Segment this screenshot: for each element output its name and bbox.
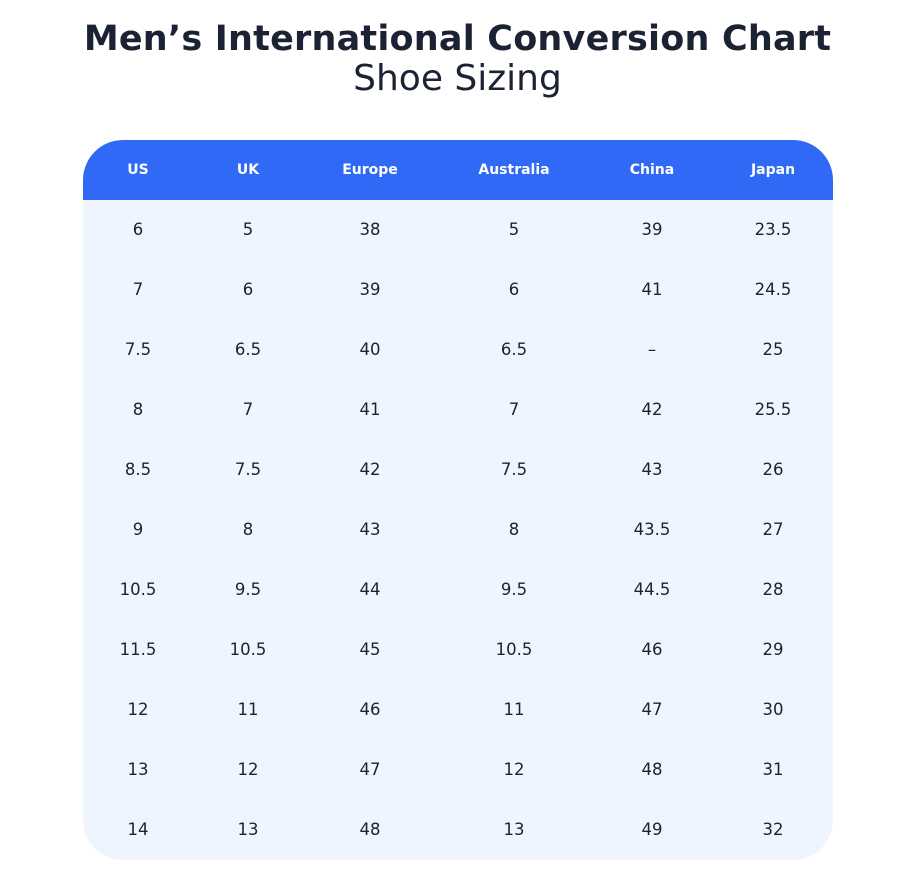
table-cell-australia: 9.5 (500, 580, 528, 599)
table-cell-japan: 27 (762, 520, 784, 539)
table-cell-japan: 26 (762, 460, 784, 479)
column-header-china: China (629, 162, 675, 178)
table-cell-us: 7.5 (124, 340, 152, 359)
table-cell-japan: 28 (762, 580, 784, 599)
column-header-uk: UK (236, 162, 260, 178)
table-cell-china: – (647, 340, 657, 359)
table-cell-europe: 38 (359, 220, 381, 239)
table-cell-europe: 45 (359, 640, 381, 659)
table-cell-us: 12 (127, 700, 149, 719)
table-row: 11.5 10.5 45 10.5 46 29 (83, 620, 833, 680)
table-row: 13 12 47 12 48 31 (83, 740, 833, 800)
table-cell-europe: 44 (359, 580, 381, 599)
table-cell-us: 6 (132, 220, 144, 239)
column-header-europe: Europe (342, 162, 398, 178)
table-cell-japan: 29 (762, 640, 784, 659)
table-cell-us: 8.5 (124, 460, 152, 479)
table-cell-japan: 25 (762, 340, 784, 359)
table-cell-australia: 6 (508, 280, 520, 299)
table-cell-china: 47 (641, 700, 663, 719)
table-cell-china: 39 (641, 220, 663, 239)
table-cell-australia: 12 (503, 760, 525, 779)
table-cell-us: 8 (132, 400, 144, 419)
table-cell-uk: 7.5 (234, 460, 262, 479)
table-cell-uk: 7 (242, 400, 254, 419)
table-cell-europe: 48 (359, 820, 381, 839)
table-cell-japan: 31 (762, 760, 784, 779)
table-cell-australia: 5 (508, 220, 520, 239)
page-subtitle: Shoe Sizing (353, 58, 562, 99)
table-cell-china: 43.5 (633, 520, 671, 539)
table-cell-europe: 47 (359, 760, 381, 779)
table-row: 8.5 7.5 42 7.5 43 26 (83, 440, 833, 500)
table-row: 7.5 6.5 40 6.5 – 25 (83, 320, 833, 380)
table-cell-japan: 25.5 (754, 400, 792, 419)
table-row: 12 11 46 11 47 30 (83, 680, 833, 740)
table-cell-china: 42 (641, 400, 663, 419)
column-header-us: US (127, 162, 149, 178)
table-cell-china: 41 (641, 280, 663, 299)
conversion-table: US UK Europe Australia China Japan 6 5 38 5… (83, 140, 833, 860)
table-row: 14 13 48 13 49 32 (83, 800, 833, 860)
table-cell-uk: 13 (237, 820, 259, 839)
table-cell-japan: 24.5 (754, 280, 792, 299)
table-cell-europe: 46 (359, 700, 381, 719)
table-cell-china: 43 (641, 460, 663, 479)
column-header-japan: Japan (750, 162, 796, 178)
table-cell-europe: 40 (359, 340, 381, 359)
table-cell-us: 14 (127, 820, 149, 839)
table-row: 10.5 9.5 44 9.5 44.5 28 (83, 560, 833, 620)
table-cell-australia: 13 (503, 820, 525, 839)
table-cell-uk: 6.5 (234, 340, 262, 359)
page-title: Men’s International Conversion Chart (83, 19, 832, 59)
table-cell-us: 13 (127, 760, 149, 779)
table-cell-china: 48 (641, 760, 663, 779)
table-cell-us: 11.5 (119, 640, 157, 659)
table-cell-australia: 8 (508, 520, 520, 539)
table-cell-uk: 6 (242, 280, 254, 299)
table-cell-japan: 23.5 (754, 220, 792, 239)
table-row: 8 7 41 7 42 25.5 (83, 380, 833, 440)
table-cell-australia: 7.5 (500, 460, 528, 479)
table-cell-china: 49 (641, 820, 663, 839)
table-cell-japan: 32 (762, 820, 784, 839)
table-cell-uk: 5 (242, 220, 254, 239)
table-cell-us: 7 (132, 280, 144, 299)
table-cell-japan: 30 (762, 700, 784, 719)
table-cell-australia: 11 (503, 700, 525, 719)
table-cell-us: 9 (132, 520, 144, 539)
table-cell-australia: 7 (508, 400, 520, 419)
table-cell-uk: 11 (237, 700, 259, 719)
table-cell-europe: 43 (359, 520, 381, 539)
table-cell-us: 10.5 (119, 580, 157, 599)
table-row: 6 5 38 5 39 23.5 (83, 200, 833, 260)
table-cell-europe: 41 (359, 400, 381, 419)
table-cell-australia: 10.5 (495, 640, 533, 659)
table-cell-china: 44.5 (633, 580, 671, 599)
table-cell-uk: 8 (242, 520, 254, 539)
column-header-australia: Australia (478, 162, 550, 178)
table-row: 9 8 43 8 43.5 27 (83, 500, 833, 560)
table-cell-china: 46 (641, 640, 663, 659)
table-cell-uk: 12 (237, 760, 259, 779)
table-header: US UK Europe Australia China Japan (83, 140, 833, 200)
table-cell-uk: 9.5 (234, 580, 262, 599)
table-cell-europe: 42 (359, 460, 381, 479)
table-cell-uk: 10.5 (229, 640, 267, 659)
table-row: 7 6 39 6 41 24.5 (83, 260, 833, 320)
table-cell-europe: 39 (359, 280, 381, 299)
table-cell-australia: 6.5 (500, 340, 528, 359)
